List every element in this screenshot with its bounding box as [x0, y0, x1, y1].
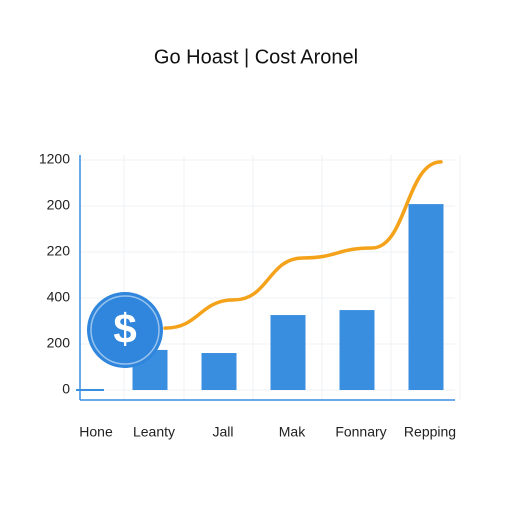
dollar-icon-ring — [90, 295, 160, 365]
y-tick-label: 200 — [47, 197, 71, 213]
chart-title: Go Hoast | Cost Aronel — [154, 46, 358, 68]
bar — [76, 389, 104, 391]
bar — [201, 353, 237, 390]
y-tick-label: 1200 — [39, 151, 70, 167]
dollar-icon-label: $ — [113, 305, 136, 352]
bar — [270, 315, 306, 390]
bar — [339, 310, 375, 390]
x-tick-label: Jall — [212, 424, 233, 440]
x-tick-label: Mak — [279, 424, 306, 440]
y-tick-label: 220 — [47, 243, 71, 259]
y-tick-label: 0 — [62, 381, 70, 397]
x-tick-label: Leanty — [133, 424, 175, 440]
x-tick-label: Hone — [79, 424, 113, 440]
x-tick-label: Repping — [404, 424, 456, 440]
y-tick-label: 400 — [47, 289, 71, 305]
dollar-icon — [87, 292, 163, 368]
line — [163, 160, 443, 330]
bar — [408, 204, 444, 390]
x-tick-label: Fonnary — [335, 424, 386, 440]
y-tick-label: 200 — [47, 335, 71, 351]
